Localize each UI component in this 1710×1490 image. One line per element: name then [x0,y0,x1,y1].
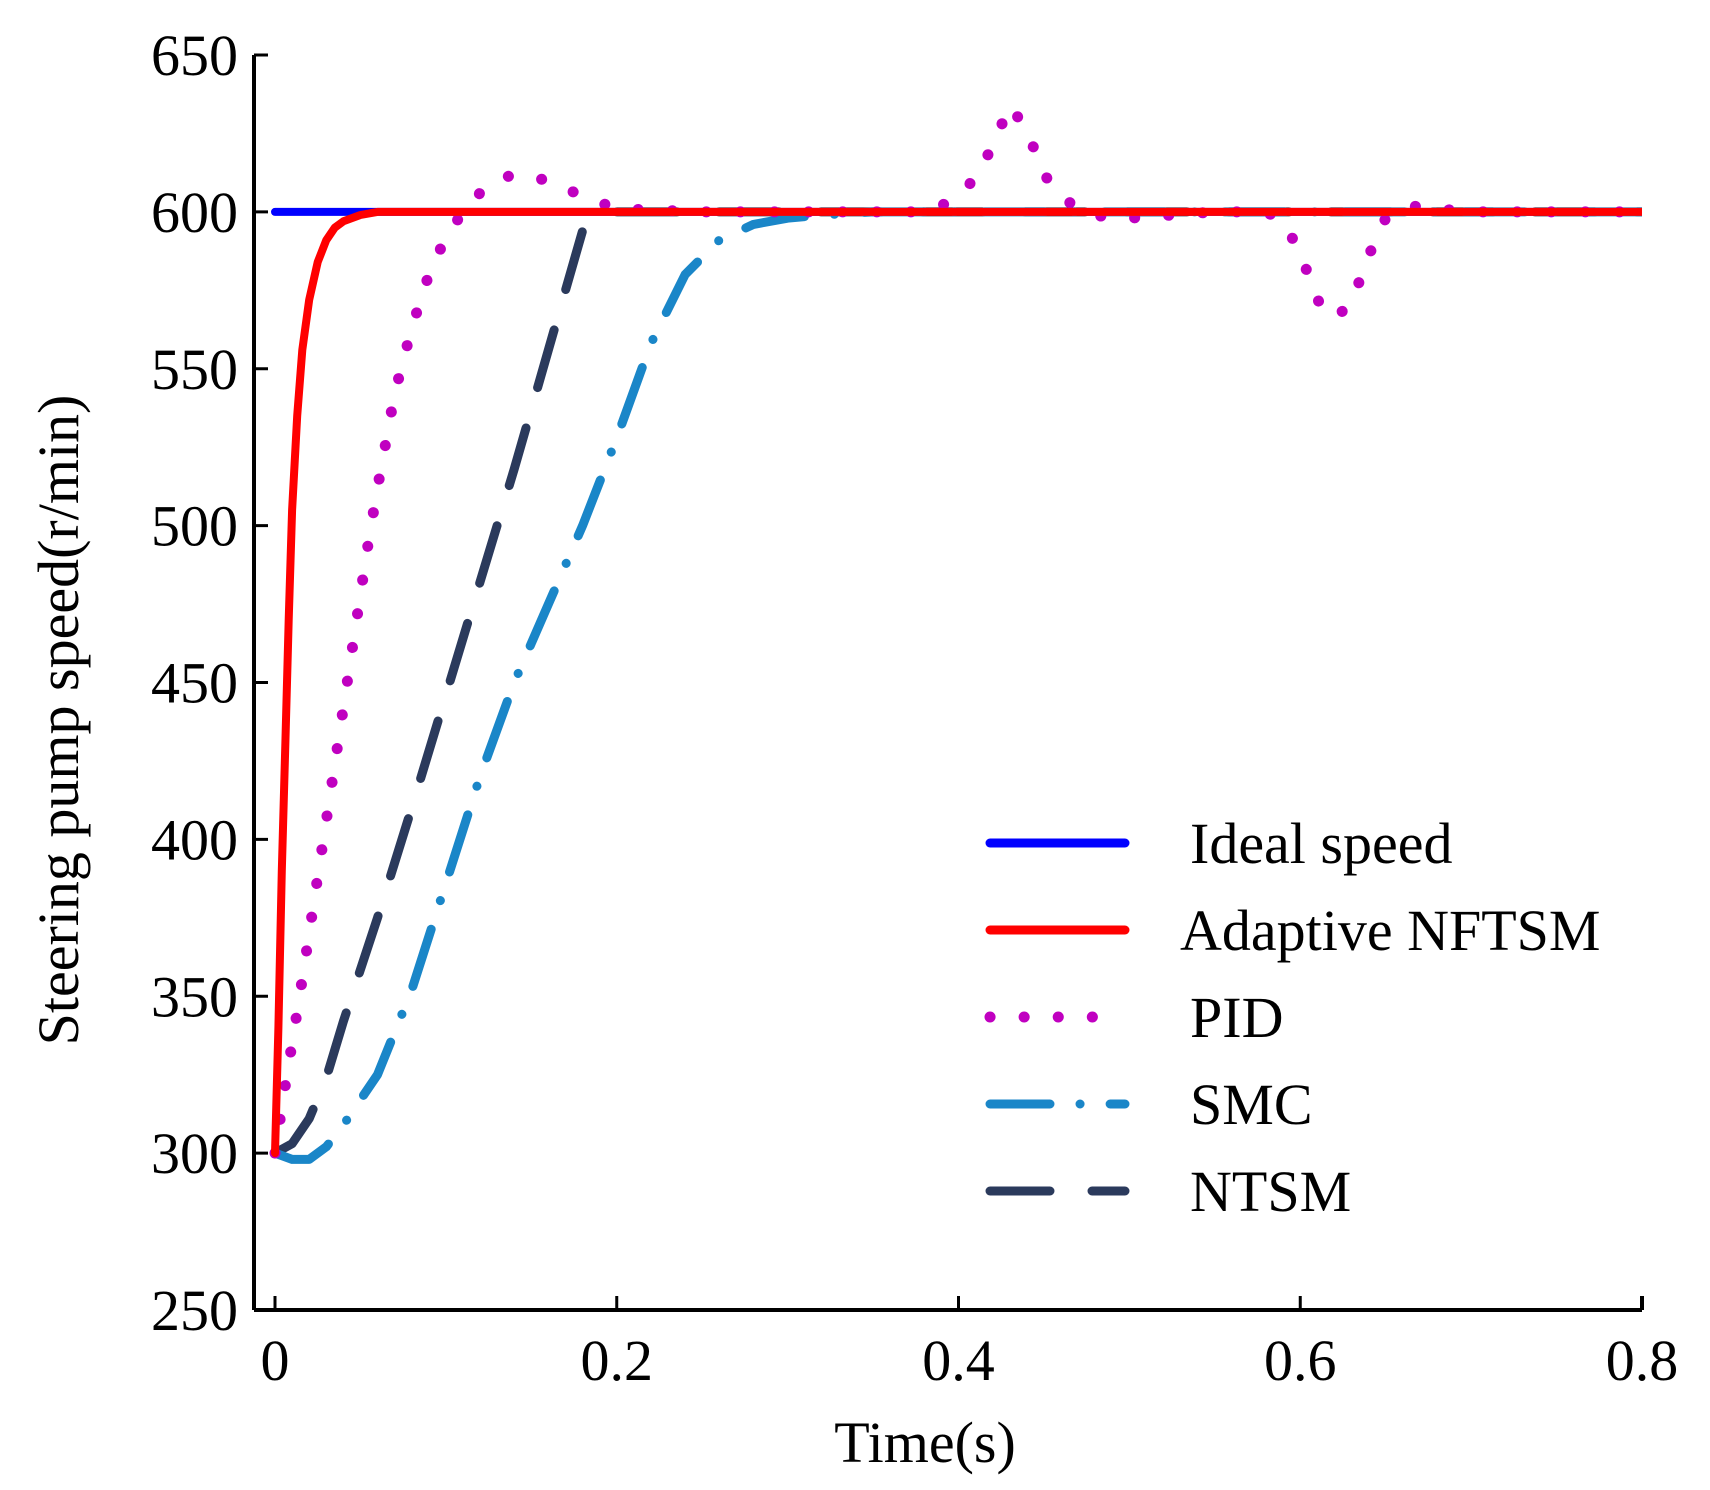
legend-label: Adaptive NFTSM [1180,898,1601,963]
y-tick-label: 450 [151,651,238,716]
x-tick-label: 0.4 [922,1328,995,1393]
legend-label: PID [1190,985,1283,1050]
legend-label: SMC [1190,1072,1313,1137]
y-tick-label: 300 [151,1121,238,1186]
x-tick-label: 0.8 [1606,1328,1679,1393]
y-tick-label: 350 [151,964,238,1029]
y-tick-label: 650 [151,23,238,88]
series-line-ntsm [270,207,1642,1158]
y-tick-label: 550 [151,337,238,402]
series-line-adaptive-nftsm [271,207,1642,1158]
legend: Ideal speed Adaptive NFTSM PID SMC NTSM [984,811,1601,1224]
y-tick-label: 400 [151,807,238,872]
x-tick-label: 0.2 [581,1328,654,1393]
legend-label: NTSM [1190,1159,1351,1224]
series-line-pid [269,99,1642,1159]
y-tick-label: 500 [151,494,238,559]
series-layer [269,99,1642,1164]
x-tick-label: 0 [261,1328,290,1393]
legend-label: Ideal speed [1190,811,1452,876]
axes [252,55,1644,1312]
x-tick-label: 0.6 [1264,1328,1337,1393]
ticks: 250 300 350 400 450 500 550 600 650 0 0.2 0.4 0.6 0.8 [151,23,1678,1393]
series-line-smc [270,207,1642,1164]
y-tick-label: 600 [151,180,238,245]
x-axis-title: Time(s) [834,1410,1016,1475]
y-axis-title: Steering pump speed(r/min) [26,395,91,1046]
y-tick-label: 250 [151,1278,238,1343]
